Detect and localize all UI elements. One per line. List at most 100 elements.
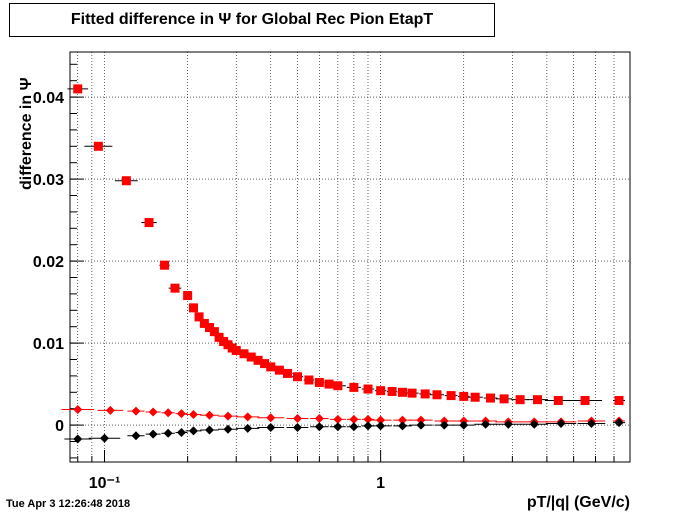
- data-point-diamond: [105, 405, 115, 415]
- y-tick-labels: 0 0.01 0.02 0.03 0.04: [33, 90, 64, 435]
- series-2: [64, 418, 626, 444]
- data-point-square: [194, 312, 204, 322]
- data-point-square: [499, 394, 509, 404]
- data-point-square: [274, 365, 284, 375]
- y-tick-label: 0.04: [33, 90, 64, 107]
- data-point-diamond: [397, 415, 407, 425]
- data-point-square: [246, 352, 256, 362]
- data-point-diamond: [314, 414, 324, 424]
- data-point-diamond: [349, 422, 359, 432]
- data-point-square: [266, 362, 276, 372]
- data-point-square: [407, 388, 417, 398]
- data-point-diamond: [556, 418, 566, 428]
- data-point-diamond: [204, 410, 214, 420]
- data-point-square: [188, 303, 198, 313]
- data-point-diamond: [333, 422, 343, 432]
- data-point-square: [314, 377, 324, 387]
- axis-ticks: [70, 63, 631, 462]
- data-point-diamond: [204, 425, 214, 435]
- series-1: [61, 405, 626, 427]
- data-point-square: [204, 323, 214, 333]
- data-point-square: [533, 395, 543, 405]
- data-point-square: [199, 318, 209, 328]
- data-point-diamond: [99, 433, 109, 443]
- x-tick-label: 10⁻¹: [89, 475, 121, 492]
- y-tick-label: 0.01: [33, 336, 64, 353]
- data-point-square: [239, 349, 249, 359]
- data-point-diamond: [73, 434, 83, 444]
- data-point-diamond: [416, 415, 426, 425]
- data-point-square: [160, 260, 170, 270]
- data-point-diamond: [397, 421, 407, 431]
- data-point-diamond: [163, 428, 173, 438]
- data-point-square: [183, 291, 193, 301]
- data-point-diamond: [481, 419, 491, 429]
- y-tick-label: 0.02: [33, 254, 64, 271]
- data-point-square: [363, 384, 373, 394]
- data-point-diamond: [188, 426, 198, 436]
- data-point-diamond: [614, 418, 624, 428]
- data-point-square: [231, 345, 241, 355]
- data-point-diamond: [163, 408, 173, 418]
- x-tick-labels: 10⁻¹ 1: [89, 475, 385, 492]
- series-0: [67, 84, 626, 405]
- timestamp: Tue Apr 3 12:26:48 2018: [6, 498, 131, 510]
- data-point-square: [614, 396, 624, 405]
- data-point-square: [144, 218, 154, 228]
- data-point-diamond: [459, 420, 469, 430]
- data-point-diamond: [223, 424, 233, 434]
- data-point-diamond: [376, 415, 386, 425]
- grid-lines: [70, 52, 631, 462]
- data-point-square: [515, 395, 525, 405]
- data-point-diamond: [333, 414, 343, 424]
- data-point-square: [209, 327, 219, 337]
- data-point-square: [420, 389, 430, 399]
- data-point-diamond: [586, 418, 596, 428]
- y-axis-label: difference in Ψ: [18, 77, 35, 190]
- data-point-square: [387, 386, 397, 396]
- data-point-diamond: [363, 414, 373, 424]
- data-point-square: [486, 393, 496, 403]
- data-point-diamond: [376, 421, 386, 431]
- data-point-square: [304, 375, 314, 385]
- data-point-square: [446, 391, 456, 401]
- data-point-square: [283, 368, 293, 378]
- data-point-diamond: [503, 419, 513, 429]
- data-point-diamond: [266, 423, 276, 433]
- data-point-square: [253, 355, 263, 365]
- data-point-square: [170, 283, 180, 293]
- data-point-square: [349, 382, 359, 392]
- data-point-square: [324, 379, 334, 389]
- data-point-square: [293, 372, 303, 382]
- data-point-square: [214, 332, 224, 342]
- data-point-diamond: [293, 423, 303, 433]
- data-point-square: [432, 390, 442, 400]
- x-axis-label: pT/|q| (GeV/c): [526, 494, 630, 511]
- data-point-diamond: [148, 429, 158, 439]
- x-tick-label: 1: [376, 475, 385, 492]
- data-point-diamond: [314, 422, 324, 432]
- data-point-square: [580, 396, 590, 405]
- data-point-square: [260, 359, 270, 369]
- chart-title: Fitted difference in Ψ for Global Rec Pi…: [9, 3, 495, 37]
- data-point-square: [397, 387, 407, 397]
- data-point-diamond: [349, 414, 359, 424]
- data-point-square: [470, 392, 480, 402]
- data-point-diamond: [363, 421, 373, 431]
- data-point-diamond: [529, 419, 539, 429]
- data-point-square: [376, 386, 386, 396]
- y-tick-label: 0: [55, 418, 64, 435]
- data-point-diamond: [131, 431, 141, 441]
- data-point-square: [333, 381, 343, 391]
- data-point-diamond: [266, 413, 276, 423]
- y-tick-label: 0.03: [33, 172, 64, 189]
- data-point-square: [121, 176, 131, 186]
- data-point-diamond: [223, 411, 233, 421]
- data-point-square: [459, 391, 469, 401]
- data-point-diamond: [439, 420, 449, 430]
- data-marks: [61, 84, 626, 444]
- data-point-diamond: [176, 409, 186, 419]
- data-point-diamond: [188, 409, 198, 419]
- data-point-diamond: [416, 420, 426, 430]
